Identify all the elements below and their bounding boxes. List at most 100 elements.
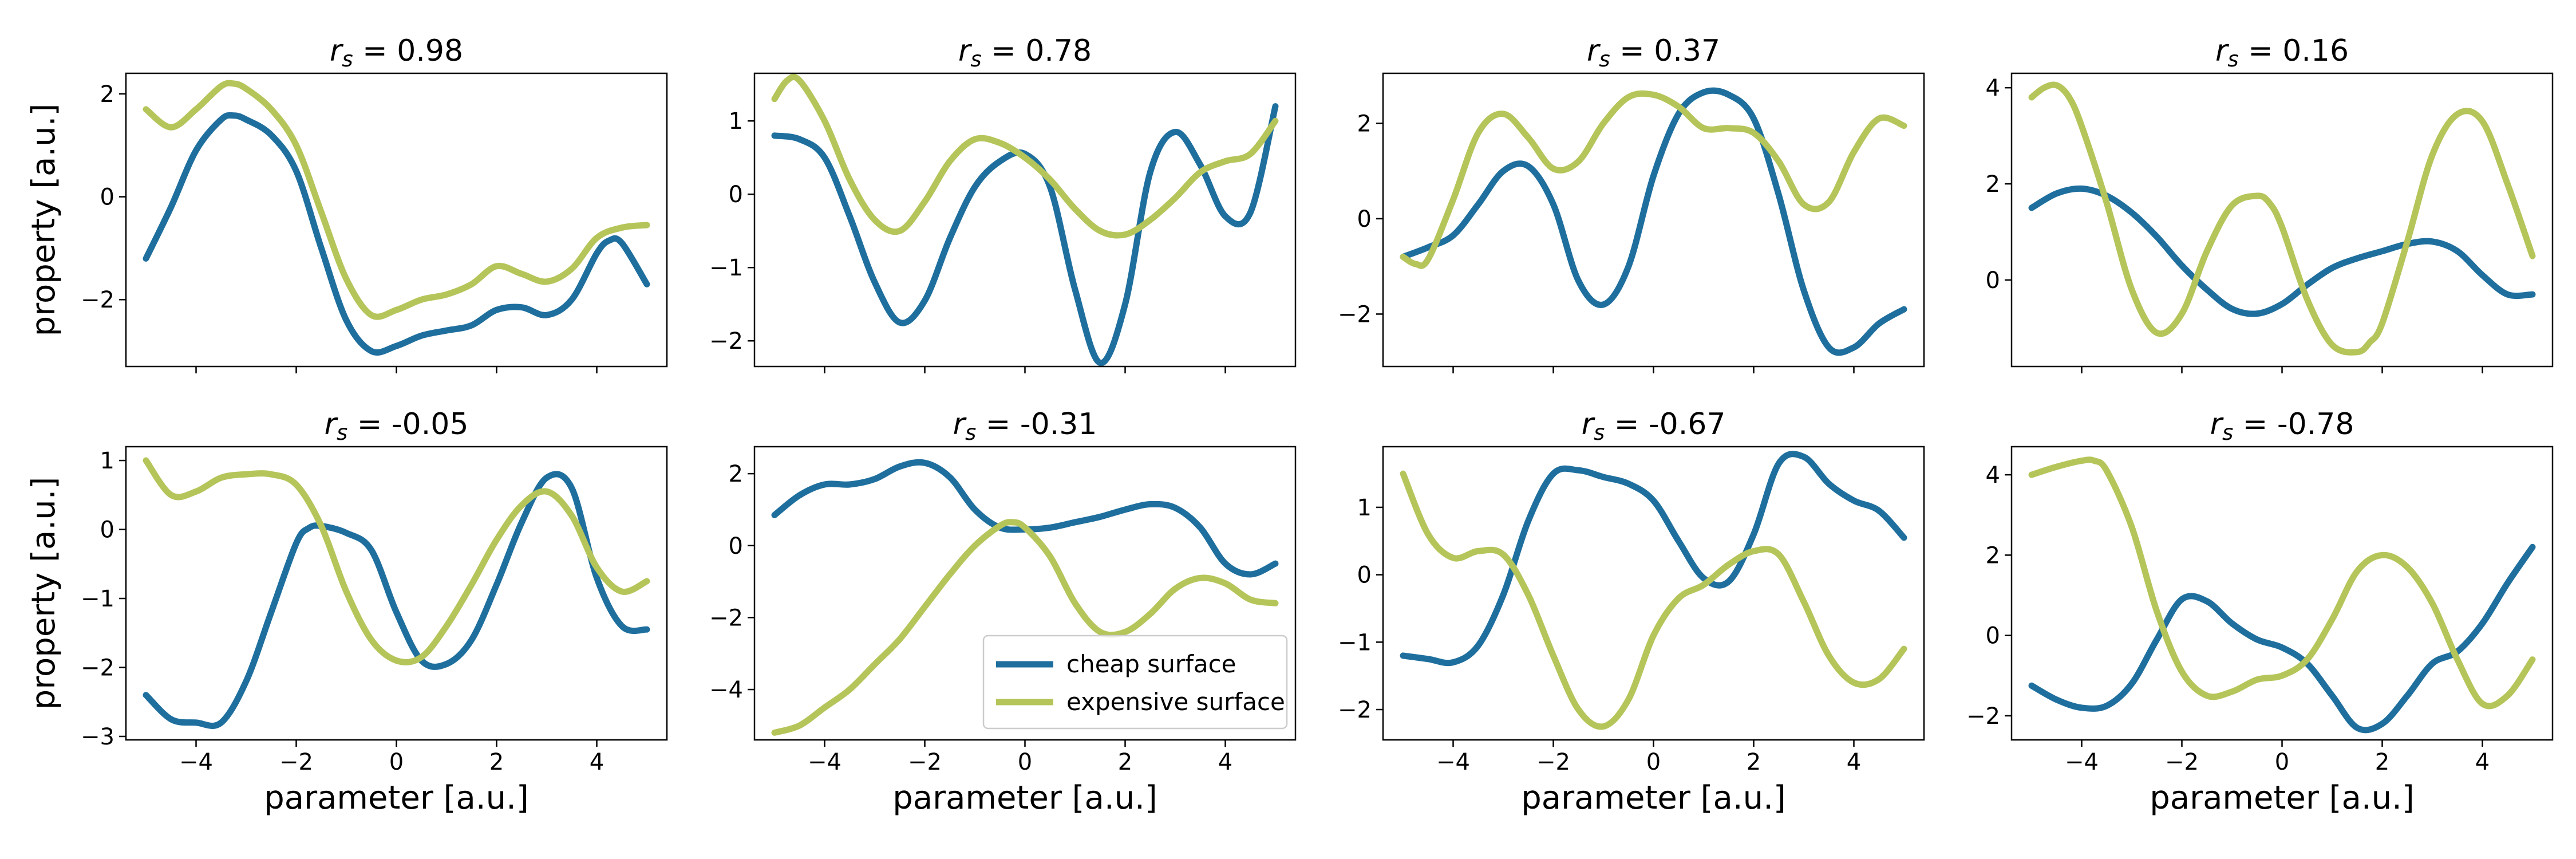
- panel-6: −4 −2 0 2 4 −4 −2 0 2 rs = -0.31 parameter [a.u.] c…: [709, 407, 1297, 817]
- title-subscript: s: [970, 47, 981, 72]
- x-tick-label: −2: [2165, 749, 2199, 775]
- x-tick-label: 0: [1646, 749, 1661, 775]
- x-tick-label: 4: [590, 749, 604, 775]
- y-axis-label: property [a.u.]: [25, 104, 62, 337]
- y-tick-label: −1: [709, 255, 743, 281]
- panel-title: rs = 0.78: [958, 34, 1092, 72]
- y-tick-label: 1: [729, 108, 743, 135]
- legend-box: [982, 635, 1288, 730]
- y-tick-label: −4: [709, 677, 743, 703]
- expensive-surface-line: [771, 73, 1279, 239]
- x-tick-label: −2: [908, 749, 942, 775]
- panel-title: rs = -0.78: [2210, 407, 2354, 445]
- x-axis-label: parameter [a.u.]: [2150, 779, 2415, 817]
- cheap-surface-line: [771, 459, 1279, 578]
- cheap-surface-line: [1400, 87, 1907, 356]
- expensive-surface-line: [1400, 90, 1907, 269]
- y-tick-label: 0: [1357, 562, 1372, 589]
- title-symbol: r: [1587, 34, 1601, 68]
- y-tick-label: 2: [1986, 171, 2000, 198]
- cheap-surface-line: [771, 103, 1279, 367]
- y-tick-label: 4: [1986, 462, 2000, 488]
- panel-5: −4 −2 0 2 4 −3 −2 −1 0 1 rs = -0.05 parameter [a.u.…: [25, 407, 668, 817]
- title-value: = 0.78: [982, 34, 1092, 68]
- y-tick-label: 2: [1357, 111, 1372, 137]
- x-tick-label: 4: [1847, 749, 1861, 775]
- cheap-surface-line: [143, 471, 650, 729]
- title-symbol: r: [2215, 34, 2230, 68]
- y-tick-label: −2: [709, 328, 743, 354]
- x-tick-label: 0: [1018, 749, 1032, 775]
- y-tick-label: 2: [729, 461, 743, 487]
- y-tick-label: 1: [1357, 495, 1372, 521]
- title-value: = 0.37: [1610, 34, 1720, 68]
- title-value: = -0.78: [2233, 407, 2354, 442]
- legend-label: expensive surface: [1066, 688, 1285, 716]
- x-axis-label: parameter [a.u.]: [1521, 779, 1786, 817]
- title-symbol: r: [1582, 407, 1596, 442]
- title-subscript: s: [1594, 420, 1605, 445]
- legend-label: cheap surface: [1066, 650, 1236, 678]
- panel-3: −2 0 2 rs = 0.37: [1338, 34, 1925, 373]
- y-tick-label: 0: [1357, 206, 1372, 233]
- title-value: = -0.67: [1605, 407, 1725, 442]
- axes-frame: [2010, 446, 2554, 741]
- cheap-surface-line: [2028, 185, 2536, 317]
- cheap-surface-line: [2028, 543, 2536, 734]
- y-tick-label: 4: [1986, 75, 2000, 101]
- panel-4: 0 2 4 rs = 0.16: [1986, 34, 2554, 373]
- title-subscript: s: [342, 47, 353, 72]
- cheap-surface-line: [143, 112, 650, 356]
- panel-2: −2 −1 0 1 rs = 0.78: [709, 34, 1297, 373]
- title-subscript: s: [965, 420, 976, 445]
- expensive-surface-line: [143, 457, 650, 665]
- title-value: = 0.98: [353, 34, 463, 68]
- panel-title: rs = 0.98: [330, 34, 463, 72]
- panel-7: −4 −2 0 2 4 −2 −1 0 1 rs = -0.67 parameter [a.u.]: [1338, 407, 1925, 817]
- x-axis-label: parameter [a.u.]: [264, 779, 529, 817]
- cheap-surface-line: [1400, 451, 1907, 667]
- y-tick-label: 0: [729, 533, 743, 559]
- panel-title: rs = -0.31: [953, 407, 1097, 445]
- y-tick-label: 0: [100, 184, 114, 211]
- y-tick-label: −1: [81, 586, 114, 612]
- x-tick-label: −4: [179, 749, 213, 775]
- x-tick-label: −4: [1436, 749, 1470, 775]
- y-tick-label: 1: [100, 448, 114, 474]
- y-tick-label: −2: [709, 605, 743, 631]
- expensive-surface-line: [1400, 470, 1907, 730]
- y-tick-label: 2: [100, 81, 114, 108]
- title-subscript: s: [2222, 420, 2233, 445]
- legend: cheap surface expensive surface: [982, 635, 1288, 730]
- panel-title: rs = 0.37: [1587, 34, 1720, 72]
- y-tick-label: 0: [729, 182, 743, 208]
- x-tick-label: 0: [2275, 749, 2289, 775]
- x-tick-label: 4: [2475, 749, 2490, 775]
- panel-title: rs = -0.67: [1582, 407, 1726, 445]
- title-symbol: r: [325, 407, 339, 442]
- title-value: = -0.05: [347, 407, 468, 442]
- panel-8: −4 −2 0 2 4 −2 0 2 4 rs = -0.78 parameter [a.u.]: [1966, 407, 2554, 817]
- x-tick-label: −4: [2065, 749, 2099, 775]
- x-tick-label: 2: [1747, 749, 1761, 775]
- title-symbol: r: [2210, 407, 2225, 442]
- x-tick-label: −2: [279, 749, 313, 775]
- y-tick-label: −2: [1966, 703, 2000, 730]
- title-subscript: s: [337, 420, 347, 445]
- panel-title: rs = -0.05: [325, 407, 469, 445]
- axes-frame: [125, 446, 668, 741]
- y-tick-label: −2: [1338, 697, 1372, 723]
- x-tick-label: 0: [389, 749, 404, 775]
- y-tick-label: 2: [1986, 542, 2000, 569]
- title-symbol: r: [953, 407, 967, 442]
- panel-1: −2 0 2 rs = 0.98 property [a.u.]: [25, 34, 668, 373]
- expensive-surface-line: [771, 519, 1279, 736]
- y-tick-label: −3: [81, 724, 114, 750]
- x-tick-label: −4: [808, 749, 841, 775]
- title-subscript: s: [1599, 47, 1610, 72]
- x-tick-label: 2: [1118, 749, 1132, 775]
- y-tick-label: −2: [81, 287, 114, 313]
- y-tick-label: −1: [1338, 629, 1372, 656]
